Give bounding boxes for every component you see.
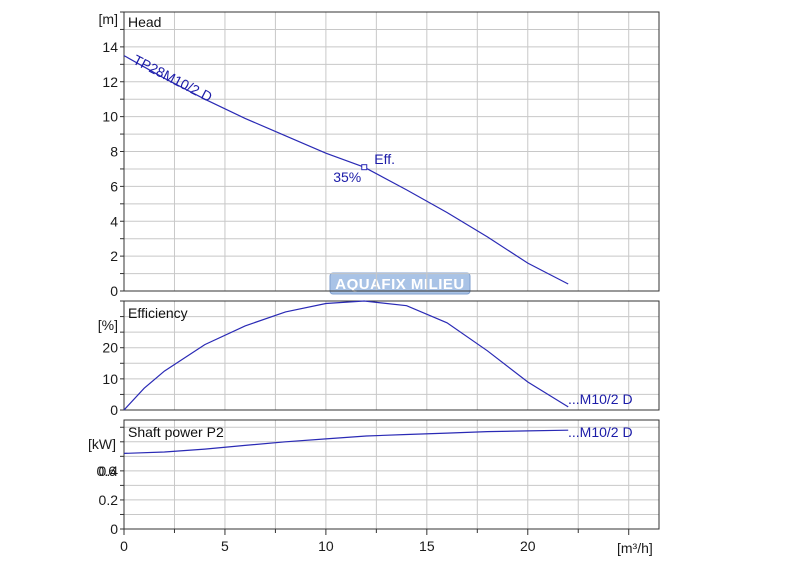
efficiency-panel: 0 10 20 Efficiency [%] ...M10/2 D (98, 300, 660, 418)
efficiency-grid (124, 301, 659, 410)
eff-value-annotation: 35% (333, 169, 361, 185)
x-axis-unit: [m³/h] (617, 540, 653, 556)
watermark: AQUAFIX MILIEU (329, 272, 471, 295)
y-tick-label: 0 (110, 521, 118, 537)
x-tick-label: 20 (520, 538, 536, 554)
efficiency-curve-label: ...M10/2 D (568, 391, 633, 407)
efficiency-panel-title: Efficiency (128, 305, 188, 321)
y-tick-label: 0.4 (99, 463, 119, 479)
head-grid (124, 12, 659, 291)
shaft-power-panel-frame (123, 419, 660, 530)
shaft-power-y-unit: [kW] (88, 436, 116, 452)
watermark-badge (329, 272, 471, 295)
y-tick-label: 12 (102, 74, 118, 90)
y-tick-label: 10 (102, 371, 118, 387)
shaft-power-y-tick-label: 0.6 (97, 463, 117, 479)
shaft-power-y-ticks: 0 0.2 0.4 (99, 426, 124, 537)
head-panel: 0 2 4 6 8 10 12 14 Head [m] TP28M10/2 D Eff. 35… (99, 11, 660, 299)
y-tick-label: 2 (110, 248, 118, 264)
x-tick-label: 15 (419, 538, 435, 554)
x-tick-label: 10 (318, 538, 334, 554)
shaft-power-curve-label: ...M10/2 D (568, 424, 633, 440)
y-tick-label: 0.2 (99, 492, 119, 508)
y-tick-label: 14 (102, 39, 118, 55)
y-tick-label: 6 (110, 178, 118, 194)
efficiency-y-unit: [%] (98, 317, 118, 333)
head-panel-title: Head (128, 14, 161, 30)
shaft-power-panel: 0 0.2 0.4 Shaft power P2 [kW] 0.6 ...M10/2… (88, 419, 660, 537)
y-tick-label: 10 (102, 109, 118, 125)
shaft-power-grid (124, 420, 659, 529)
x-axis-ticks: 0 5 10 15 20 (120, 529, 630, 554)
efficiency-y-ticks: 0 10 20 (102, 300, 124, 418)
x-tick-label: 5 (221, 538, 229, 554)
x-tick-label: 0 (120, 538, 128, 554)
head-curve (123, 55, 569, 285)
head-y-unit: [m] (99, 11, 118, 27)
duty-point-marker (361, 164, 368, 171)
shaft-power-curve (123, 429, 569, 454)
y-tick-label: 0 (110, 402, 118, 418)
efficiency-curve (123, 300, 569, 411)
head-y-ticks: 0 2 4 6 8 10 12 14 (102, 11, 124, 299)
head-curve-label: TP28M10/2 D (131, 51, 215, 104)
efficiency-panel-frame (123, 300, 660, 411)
watermark-text: AQUAFIX MILIEU (335, 276, 465, 293)
eff-annotation: Eff. (374, 151, 395, 167)
shaft-power-panel-title: Shaft power P2 (128, 424, 224, 440)
y-tick-label: 20 (102, 340, 118, 356)
y-tick-label: 4 (110, 213, 118, 229)
x-axis: 0 5 10 15 20 [m³/h] (120, 529, 653, 556)
y-tick-label: 0 (110, 283, 118, 299)
y-tick-label: 8 (110, 144, 118, 160)
